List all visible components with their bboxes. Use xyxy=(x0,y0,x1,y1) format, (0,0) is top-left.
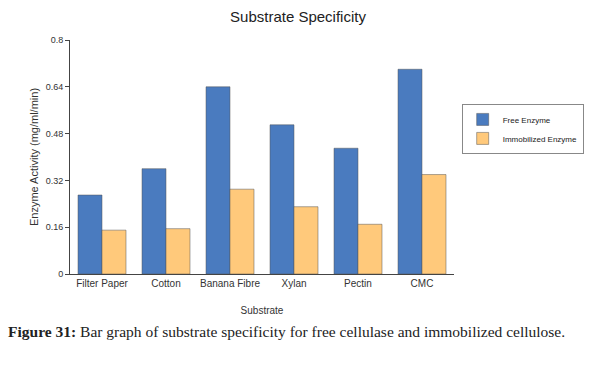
svg-text:Substrate: Substrate xyxy=(241,305,284,316)
svg-text:Pectin: Pectin xyxy=(344,278,372,289)
html-text:Figure 31: Bar graph of substr: Figure 31: Bar graph of substrate specif… xyxy=(8,323,566,340)
svg-text:0.32: 0.32 xyxy=(46,176,64,186)
svg-text:0.8: 0.8 xyxy=(51,35,64,45)
svg-text:Banana Fibre: Banana Fibre xyxy=(200,278,260,289)
svg-text:Substrate Specificity: Substrate Specificity xyxy=(230,8,366,25)
svg-text:0.48: 0.48 xyxy=(46,129,64,139)
svg-text:0.64: 0.64 xyxy=(46,82,64,92)
svg-text:Xylan: Xylan xyxy=(281,278,306,289)
svg-text:Filter Paper: Filter Paper xyxy=(76,278,128,289)
svg-text:Free Enzyme: Free Enzyme xyxy=(503,116,551,125)
svg-text:0.16: 0.16 xyxy=(46,222,64,232)
svg-text:CMC: CMC xyxy=(411,278,434,289)
svg-text:Cotton: Cotton xyxy=(151,278,180,289)
svg-text:Enzyme Activity (mg/ml/min): Enzyme Activity (mg/ml/min) xyxy=(28,88,40,226)
svg-text:Immobilized Enzyme: Immobilized Enzyme xyxy=(503,135,577,144)
svg-text:0: 0 xyxy=(58,269,63,279)
